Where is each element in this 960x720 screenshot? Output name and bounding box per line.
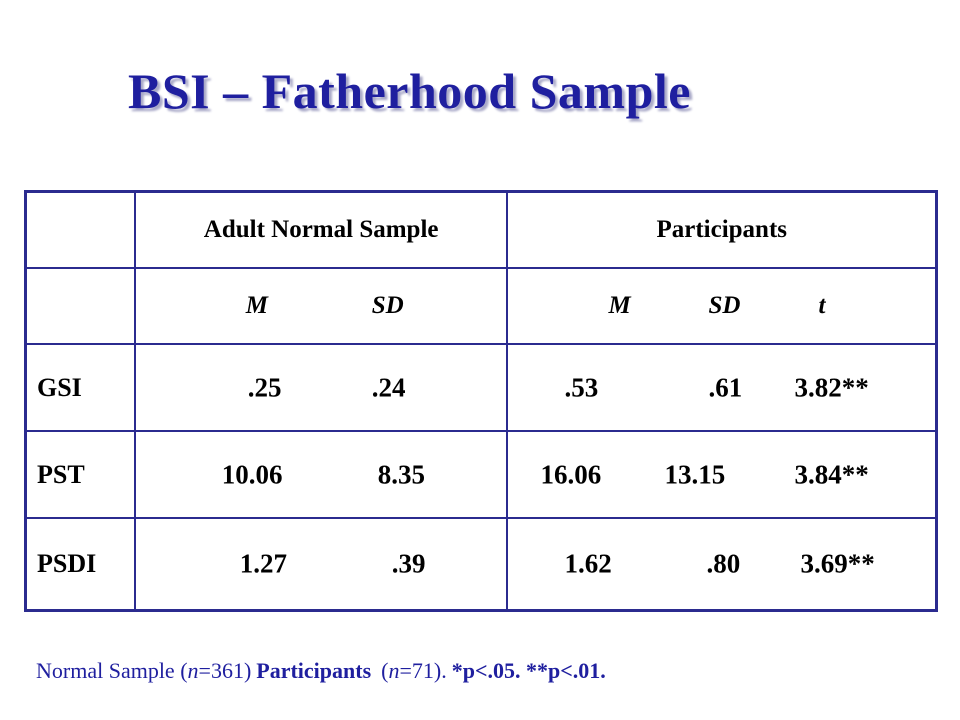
table-row: GSI .25 .24 .53 .61 3.82** bbox=[24, 343, 938, 432]
pst-t: 3.84** bbox=[794, 459, 869, 489]
row-label-psdi: PSDI bbox=[24, 517, 136, 612]
footnote-n-normal: n bbox=[187, 658, 199, 683]
table-header-row: Adult Normal Sample Participants bbox=[24, 190, 938, 269]
empty-subheader-cell bbox=[24, 267, 136, 345]
subheader-normal-m: M bbox=[245, 292, 269, 319]
slide-title: BSI – Fatherhood Sample bbox=[128, 63, 691, 119]
table-row: PSDI 1.27 .39 1.62 .80 3.69** bbox=[24, 517, 938, 612]
subheader-part-t: t bbox=[818, 292, 826, 319]
psdi-part-sd: .80 bbox=[706, 548, 741, 579]
cell-participants: .53 .61 3.82** bbox=[506, 343, 938, 432]
gsi-normal-sd: .24 bbox=[371, 372, 406, 402]
cell-normal: .25 .24 bbox=[133, 343, 509, 432]
cell-participants: 1.62 .80 3.69** bbox=[506, 517, 938, 612]
psdi-t: 3.69** bbox=[800, 548, 875, 579]
footnote-participants-count: =71). bbox=[399, 658, 447, 683]
footnote: Normal Sample (n=361) Participants (n=71).… bbox=[36, 658, 606, 684]
footnote-normal-count: =361) bbox=[198, 658, 252, 683]
footnote-normal-sample: Normal Sample ( bbox=[36, 658, 188, 683]
gsi-part-m: .53 bbox=[564, 372, 599, 402]
footnote-significance: *p<.05. **p<.01. bbox=[451, 658, 606, 683]
pst-part-m: 16.06 bbox=[540, 459, 602, 489]
pst-normal-sd: 8.35 bbox=[377, 459, 426, 489]
gsi-part-sd: .61 bbox=[708, 372, 743, 402]
pst-normal-m: 10.06 bbox=[221, 459, 283, 489]
subheader-part-sd: SD bbox=[708, 292, 741, 319]
psdi-normal-sd: .39 bbox=[391, 548, 426, 579]
cell-normal: 1.27 .39 bbox=[133, 517, 509, 612]
psdi-normal-m: 1.27 bbox=[239, 548, 288, 579]
row-label-gsi: GSI bbox=[24, 343, 136, 432]
footnote-paren: ( bbox=[381, 658, 389, 683]
empty-corner-cell bbox=[24, 190, 136, 269]
subheader-normal: M SD bbox=[133, 267, 509, 345]
table-row: PST 10.06 8.35 16.06 13.15 3.84** bbox=[24, 430, 938, 519]
header-adult-normal-sample: Adult Normal Sample bbox=[133, 190, 509, 269]
header-participants: Participants bbox=[506, 190, 938, 269]
gsi-t: 3.82** bbox=[794, 372, 869, 402]
subheader-part-m: M bbox=[608, 292, 631, 319]
cell-normal: 10.06 8.35 bbox=[133, 430, 509, 519]
footnote-participants: Participants bbox=[256, 658, 372, 683]
subheader-participants: M SD t bbox=[506, 267, 938, 345]
subheader-normal-sd: SD bbox=[371, 292, 404, 319]
row-label-pst: PST bbox=[24, 430, 136, 519]
gsi-normal-m: .25 bbox=[247, 372, 282, 402]
pst-part-sd: 13.15 bbox=[664, 459, 726, 489]
cell-participants: 16.06 13.15 3.84** bbox=[506, 430, 938, 519]
table-subheader-row: M SD M SD t bbox=[24, 267, 938, 345]
footnote-n-participants: n bbox=[388, 658, 400, 683]
psdi-part-m: 1.62 bbox=[564, 548, 612, 579]
stats-table: Adult Normal Sample Participants M SD M … bbox=[24, 190, 938, 612]
